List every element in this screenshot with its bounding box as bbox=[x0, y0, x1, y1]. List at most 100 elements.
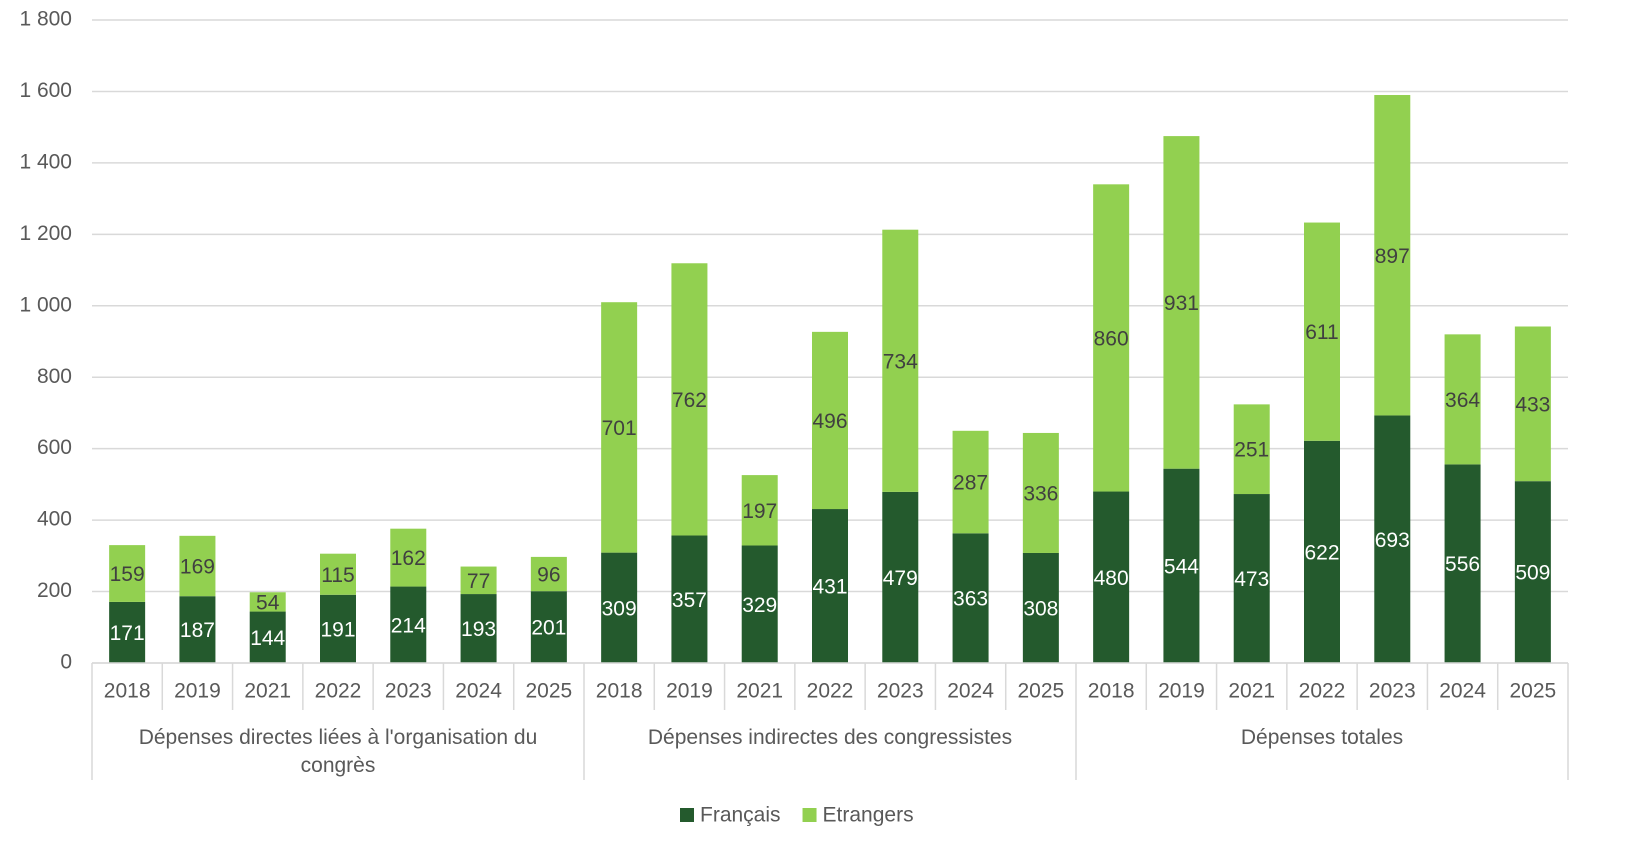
data-label: 159 bbox=[110, 563, 145, 586]
data-label: 701 bbox=[602, 417, 637, 440]
bar-segment bbox=[1514, 481, 1551, 663]
bar-segment bbox=[1444, 464, 1481, 663]
bar-segment bbox=[812, 331, 848, 510]
bar-segment bbox=[320, 594, 356, 663]
bar-segment bbox=[1374, 95, 1411, 416]
y-tick-label: 1 400 bbox=[19, 150, 72, 173]
bar-segment bbox=[1163, 136, 1200, 469]
group-label: Dépenses indirectes des congressistes bbox=[647, 726, 1013, 749]
data-label: 611 bbox=[1305, 321, 1338, 344]
x-tick-label: 2018 bbox=[1088, 680, 1135, 703]
bar-segment bbox=[1374, 415, 1411, 663]
data-label: 693 bbox=[1375, 529, 1410, 552]
y-tick-label: 800 bbox=[37, 365, 72, 388]
data-label: 201 bbox=[531, 617, 566, 640]
x-tick-label: 2025 bbox=[1509, 680, 1556, 703]
data-label: 214 bbox=[391, 614, 426, 637]
legend-label: Français bbox=[700, 804, 781, 827]
data-label: 162 bbox=[391, 547, 426, 570]
data-label: 191 bbox=[320, 618, 355, 641]
y-tick-label: 1 200 bbox=[19, 222, 72, 245]
y-tick-label: 600 bbox=[37, 436, 72, 459]
y-tick-label: 200 bbox=[37, 579, 72, 602]
data-label: 931 bbox=[1164, 292, 1199, 315]
x-tick-label: 2023 bbox=[385, 680, 432, 703]
x-tick-label: 2019 bbox=[1158, 680, 1205, 703]
bar-segment bbox=[109, 601, 146, 663]
bar-segment bbox=[530, 556, 567, 592]
bar-segment bbox=[109, 545, 146, 602]
bar-segment bbox=[1514, 326, 1551, 482]
y-tick-label: 1 600 bbox=[19, 79, 72, 102]
bar-segment bbox=[1163, 468, 1200, 663]
data-label: 336 bbox=[1023, 483, 1058, 506]
data-label: 556 bbox=[1445, 553, 1480, 576]
x-tick-label: 2019 bbox=[174, 680, 221, 703]
x-tick-label: 2019 bbox=[666, 680, 713, 703]
legend-swatch bbox=[680, 808, 694, 822]
bar-segment bbox=[671, 535, 708, 663]
bar-segment bbox=[1444, 334, 1481, 465]
data-label: 431 bbox=[812, 576, 847, 599]
bar-segment bbox=[1304, 440, 1340, 663]
x-tick-label: 2023 bbox=[877, 680, 924, 703]
x-tick-label: 2021 bbox=[1228, 680, 1275, 703]
data-label: 171 bbox=[110, 622, 145, 645]
bar-segment bbox=[601, 552, 638, 663]
data-label: 897 bbox=[1375, 245, 1410, 268]
y-tick-label: 400 bbox=[37, 508, 72, 531]
legend-swatch bbox=[802, 808, 817, 822]
data-label: 54 bbox=[256, 591, 280, 614]
bar-segment bbox=[1233, 404, 1270, 495]
x-tick-label: 2022 bbox=[315, 680, 362, 703]
data-label: 96 bbox=[537, 564, 560, 587]
data-label: 473 bbox=[1234, 568, 1269, 591]
data-label: 762 bbox=[672, 389, 707, 412]
bar-segment bbox=[741, 545, 778, 663]
bar-segment bbox=[952, 533, 989, 663]
x-tick-label: 2024 bbox=[947, 680, 994, 703]
bar-segment bbox=[741, 475, 778, 546]
bar-segment bbox=[390, 528, 427, 587]
bar-segment bbox=[390, 586, 427, 663]
bar-segment bbox=[882, 491, 919, 663]
data-label: 187 bbox=[180, 619, 215, 642]
bar-segment bbox=[1022, 552, 1059, 663]
group-label: Dépenses totales bbox=[1240, 726, 1404, 749]
bar-segment bbox=[530, 591, 567, 663]
data-label: 496 bbox=[812, 410, 847, 433]
data-label: 329 bbox=[742, 594, 777, 617]
data-label: 509 bbox=[1515, 562, 1550, 585]
bar-segment bbox=[1022, 432, 1059, 553]
x-tick-label: 2025 bbox=[1017, 680, 1064, 703]
data-label: 364 bbox=[1445, 389, 1480, 412]
x-tick-label: 2023 bbox=[1369, 680, 1416, 703]
legend-label: Etrangers bbox=[823, 804, 914, 827]
data-label: 115 bbox=[321, 564, 354, 587]
data-label: 357 bbox=[672, 589, 707, 612]
data-label: 734 bbox=[883, 350, 918, 373]
y-tick-label: 1 000 bbox=[19, 293, 72, 316]
x-tick-label: 2025 bbox=[525, 680, 572, 703]
x-tick-label: 2021 bbox=[736, 680, 783, 703]
bar-segment bbox=[671, 263, 708, 536]
bar-segment bbox=[601, 302, 638, 553]
x-tick-label: 2022 bbox=[1299, 680, 1346, 703]
bar-segment bbox=[460, 594, 497, 663]
bar-segment bbox=[179, 596, 216, 663]
data-label: 287 bbox=[953, 472, 988, 495]
group-label-box: Dépenses totales bbox=[1240, 726, 1404, 749]
group-label-box: Dépenses directes liées à l'organisation… bbox=[139, 726, 538, 777]
bar-segment bbox=[460, 566, 497, 595]
x-tick-label: 2021 bbox=[244, 680, 291, 703]
x-tick-label: 2018 bbox=[104, 680, 151, 703]
bar-segment bbox=[249, 592, 286, 612]
data-label: 860 bbox=[1094, 327, 1129, 350]
data-label: 363 bbox=[953, 588, 988, 611]
data-label: 144 bbox=[250, 627, 285, 650]
x-tick-label: 2024 bbox=[455, 680, 502, 703]
data-label: 251 bbox=[1234, 439, 1269, 462]
group-label-box: Dépenses indirectes des congressistes bbox=[647, 726, 1013, 749]
data-label: 480 bbox=[1094, 567, 1129, 590]
